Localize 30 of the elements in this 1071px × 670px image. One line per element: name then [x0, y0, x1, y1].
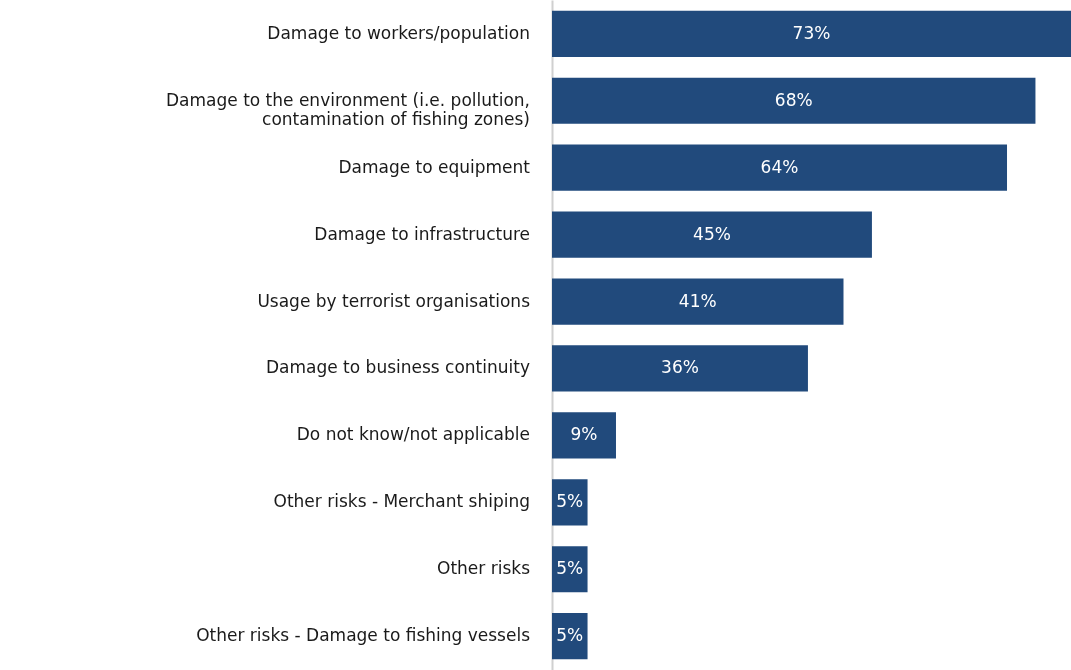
bar [552, 345, 808, 392]
bar [552, 278, 844, 325]
bar [552, 211, 872, 258]
data-label: 5% [556, 491, 584, 512]
y-tick-label: Usage by terrorist organisations [257, 290, 531, 311]
data-label: 9% [570, 424, 598, 445]
bar [552, 10, 1071, 57]
y-tick-label: Damage to equipment [338, 156, 531, 177]
y-tick-label: Damage to business continuity [265, 357, 530, 378]
bar [552, 77, 1036, 124]
data-label: 5% [556, 625, 584, 646]
data-label: 73% [792, 22, 831, 43]
bar [552, 613, 588, 660]
data-label: 41% [678, 290, 717, 311]
bar [552, 412, 616, 459]
y-tick-label: Other risks [437, 558, 531, 579]
y-tick-label: Damage to infrastructure [314, 223, 530, 244]
data-label: 64% [760, 156, 799, 177]
y-tick-label: Do not know/not applicable [296, 424, 530, 445]
y-tick-label: Other risks - Merchant shiping [273, 491, 530, 512]
data-label: 68% [774, 89, 813, 110]
y-tick-label: Other risks - Damage to fishing vessels [196, 625, 531, 646]
bar [552, 479, 588, 526]
y-tick-label: Damage to workers/population [267, 22, 530, 43]
data-label: 5% [556, 558, 584, 579]
y-tick-label: Damage to the environment (i.e. pollution, contamination of fishing zones) [166, 89, 530, 129]
data-label: 36% [661, 357, 699, 378]
data-label: 45% [693, 223, 731, 244]
bar [552, 144, 1008, 191]
bar [552, 546, 588, 593]
